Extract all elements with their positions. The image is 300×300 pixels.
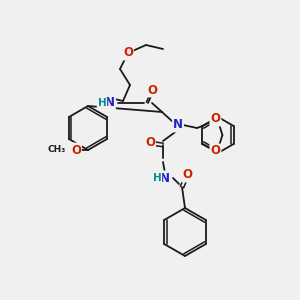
Text: N: N [105, 97, 115, 110]
Text: O: O [145, 136, 155, 149]
Text: O: O [147, 83, 157, 97]
Text: H: H [153, 173, 161, 183]
Text: O: O [123, 46, 133, 59]
Text: CH₃: CH₃ [48, 146, 66, 154]
Text: O: O [71, 143, 81, 157]
Text: N: N [173, 118, 183, 131]
Text: O: O [210, 145, 220, 158]
Text: O: O [182, 169, 192, 182]
Text: H: H [98, 98, 106, 108]
Text: N: N [160, 172, 170, 184]
Text: O: O [210, 112, 220, 125]
